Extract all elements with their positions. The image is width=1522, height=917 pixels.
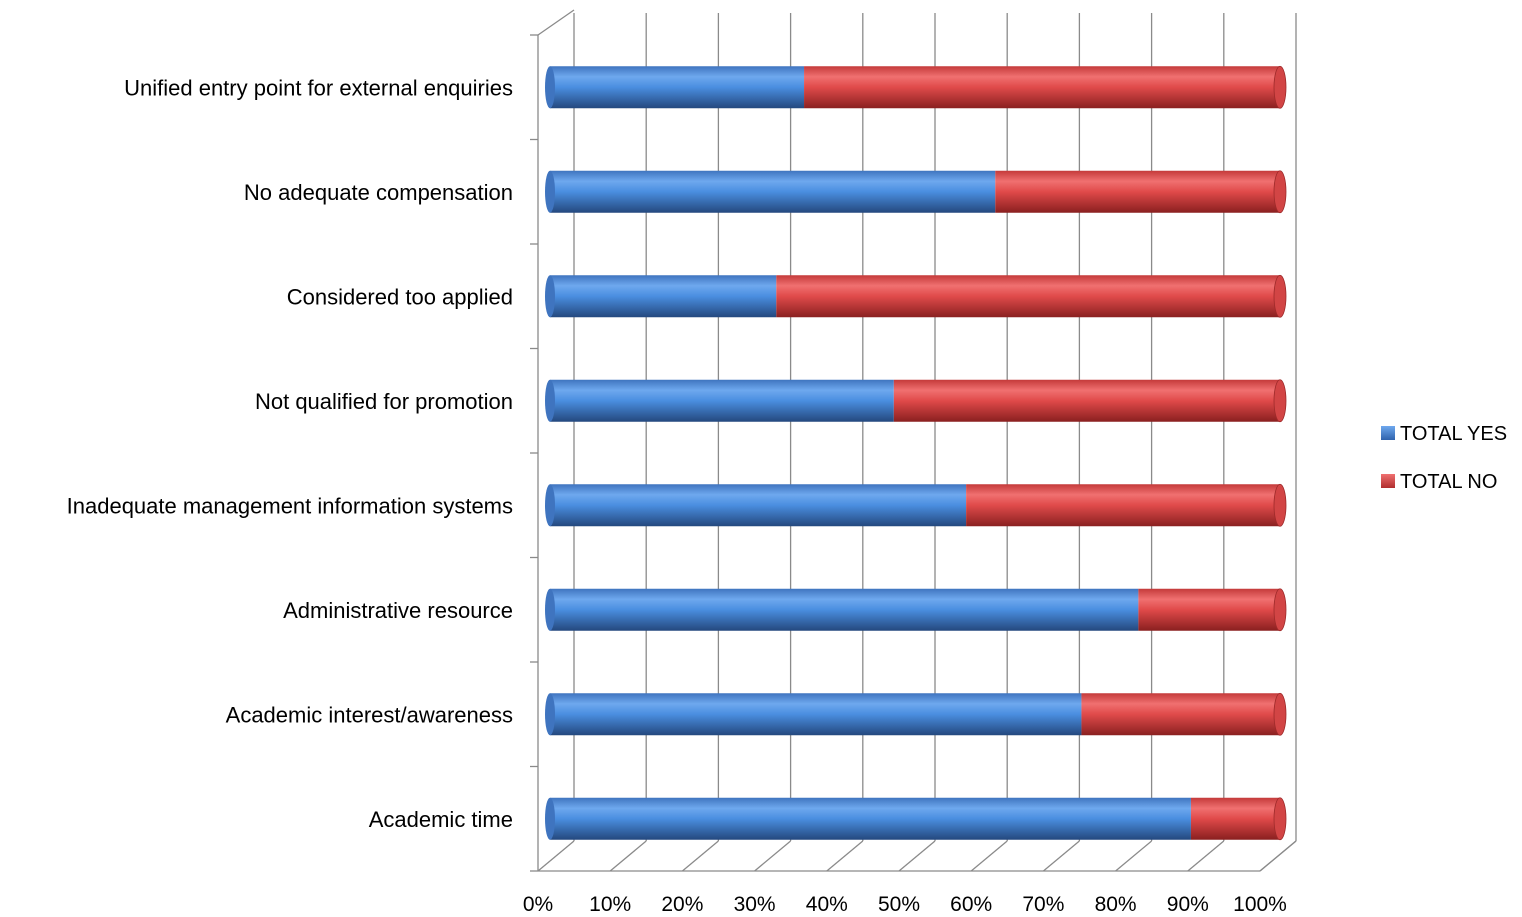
category-label: Academic time: [369, 807, 513, 832]
floor-gridline: [681, 840, 719, 872]
floor-gridline: [826, 840, 864, 872]
axes: [530, 9, 1297, 872]
bar-segment: [1138, 588, 1280, 631]
x-tick-label: 80%: [1095, 893, 1137, 916]
bar-cap-right: [1273, 483, 1287, 527]
bar-cap-right: [1273, 274, 1287, 318]
bar-segment: [550, 66, 805, 109]
bar-cap-right: [1273, 588, 1287, 632]
floor-gridline: [609, 840, 647, 872]
bar-segment: [550, 484, 967, 527]
bar-segment: [893, 379, 1280, 422]
bar-segment: [550, 275, 777, 318]
x-tick-label: 40%: [806, 893, 848, 916]
category-label: Unified entry point for external enquiri…: [124, 75, 513, 100]
bar-segment: [550, 170, 996, 213]
floor-gridline: [1042, 840, 1080, 872]
category-label: Academic interest/awareness: [226, 702, 513, 727]
x-tick-label: 50%: [878, 893, 920, 916]
floor-gridline: [1115, 840, 1153, 872]
bar-cap-right: [1273, 797, 1287, 841]
bar-cap-left: [545, 379, 555, 422]
legend-swatch: [1381, 474, 1395, 488]
bar-segment: [1081, 693, 1280, 736]
floor-gridline: [754, 840, 792, 872]
x-tick-label: 100%: [1233, 893, 1287, 916]
x-tick-label: 10%: [589, 893, 631, 916]
bars: [545, 65, 1287, 841]
x-tick-label: 90%: [1167, 893, 1209, 916]
floor-gridline: [970, 840, 1008, 872]
x-tick-label: 70%: [1022, 893, 1064, 916]
floor-gridline: [898, 840, 936, 872]
category-label: Administrative resource: [283, 598, 513, 623]
bar-segment: [995, 170, 1280, 213]
bar-segment: [550, 797, 1191, 840]
bar-cap-left: [545, 588, 555, 631]
x-tick-labels: 0% 10% 20% 30% 40% 50% 60% 70% 80% 90% 100%: [523, 893, 1287, 916]
bar-cap-right: [1273, 692, 1287, 736]
wall-edge: [537, 9, 575, 36]
bar-cap-left: [545, 170, 555, 213]
bar-segment: [550, 588, 1139, 631]
legend-swatch: [1381, 426, 1395, 440]
bar-segment: [1190, 797, 1280, 840]
bar-segment: [804, 66, 1280, 109]
category-label: Considered too applied: [287, 284, 513, 309]
floor-edge: [1259, 840, 1297, 872]
floor-gridline: [1187, 840, 1225, 872]
bar-segment: [966, 484, 1280, 527]
category-label: Inadequate management information system…: [67, 493, 513, 518]
bar-cap-right: [1273, 170, 1287, 214]
x-tick-label: 30%: [734, 893, 776, 916]
bar-cap-left: [545, 797, 555, 840]
x-tick-label: 20%: [661, 893, 703, 916]
bar-cap-right: [1273, 65, 1287, 109]
legend-label: TOTAL NO: [1400, 471, 1497, 493]
x-tick-label: 0%: [523, 893, 553, 916]
bar-segment: [550, 379, 894, 422]
category-label: No adequate compensation: [244, 180, 513, 205]
bar-cap-left: [545, 275, 555, 318]
bar-cap-left: [545, 693, 555, 736]
bar-segment: [776, 275, 1280, 318]
floor-gridline: [537, 840, 575, 872]
bar-cap-left: [545, 66, 555, 109]
legend: TOTAL YES TOTAL NO: [1381, 423, 1507, 493]
category-labels: Academic time Academic interest/awareness…: [67, 75, 513, 832]
x-tick-label: 60%: [950, 893, 992, 916]
bar-segment: [550, 693, 1082, 736]
bar-cap-left: [545, 484, 555, 527]
category-label: Not qualified for promotion: [255, 389, 513, 414]
legend-label: TOTAL YES: [1400, 423, 1507, 445]
bar-cap-right: [1273, 379, 1287, 423]
